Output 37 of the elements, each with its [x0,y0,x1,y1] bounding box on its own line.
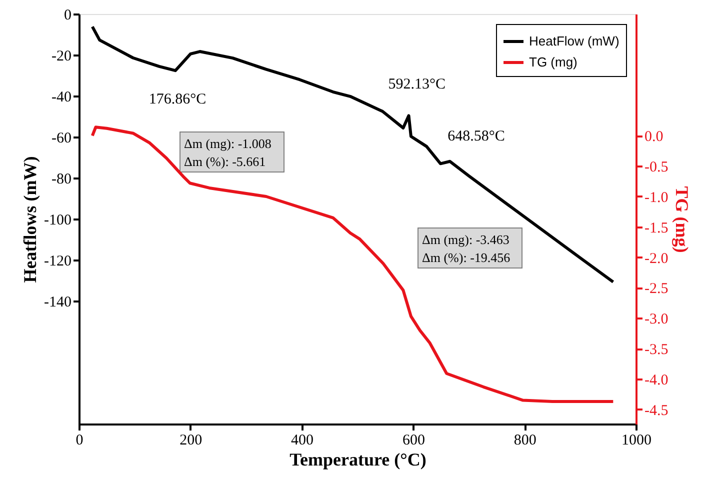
y2-tick-label: -0.5 [644,160,668,176]
y-tick-label: -100 [44,212,72,228]
x-axis-title: Temperature (°C) [290,450,426,470]
line-series [90,126,615,403]
y-tick-label: -40 [52,90,72,106]
y2-tick-label: -3.5 [644,342,668,358]
x-tick-label: 0 [76,432,84,448]
y2-tick-label: -2.5 [644,281,668,298]
y2-tick-label: -2.0 [644,250,668,267]
y2-tick-label: -3.0 [644,312,668,328]
annotation: Δm (%): -19.456 [422,250,511,265]
annotation: Δm (%): -5.661 [184,154,266,169]
y-tick-label: -20 [52,48,72,64]
y-tick-label: -60 [52,130,72,146]
y-tick-label: -140 [44,294,72,310]
legend-label: TG (mg) [529,54,578,70]
y2-tick-label: -4.0 [644,372,668,388]
y2-axis-title: TG (mg) [672,186,692,253]
y2-tick-label: -4.5 [644,402,668,419]
x-tick-label: 200 [180,432,202,448]
annotation: 648.58°C [448,128,505,145]
y2-tick-label: 0.0 [644,129,664,146]
x-tick-label: 400 [291,432,314,448]
y2-tick-label: -1.0 [644,190,668,206]
x-tick-label: 800 [514,432,536,448]
y-tick-label: -120 [44,254,72,270]
y-tick-label: 0 [64,8,72,24]
annotation: 176.86°C [148,92,206,108]
legend-label: HeatFlow (mW) [529,34,620,48]
x-tick-label: 600 [402,432,425,448]
y2-tick-label: -1.5 [644,220,668,236]
annotation: 592.13°C [388,76,446,93]
annotation: Δm (mg): -3.463 [422,232,510,247]
x-tick-label: 1000 [622,432,652,448]
y-axis-title: Heatflows (mW) [20,156,40,283]
annotation: Δm (mg): -1.008 [184,136,272,151]
y-tick-label: -80 [52,172,72,188]
